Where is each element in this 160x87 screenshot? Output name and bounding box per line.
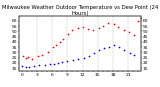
Point [98,50,100,51]
Point [133,54,136,55]
Point [108,46,110,48]
Point [28,66,31,68]
Point [72,59,75,60]
Point [107,22,110,24]
Point [83,57,85,58]
Point [48,63,51,65]
Point [86,29,89,30]
Point [117,46,120,48]
Point [61,61,64,63]
Point [137,20,140,22]
Point [47,52,49,53]
Point [51,46,54,48]
Point [92,53,95,54]
Point [77,28,80,29]
Point [92,30,94,31]
Point [102,25,104,27]
Point [25,66,28,68]
Point [27,56,30,57]
Point [71,30,74,31]
Point [37,55,39,56]
Point [33,65,36,67]
Point [67,33,69,34]
Point [87,55,90,56]
Point [66,60,69,62]
Point [77,58,79,59]
Point [24,57,27,58]
Point [97,28,100,29]
Point [122,30,125,31]
Point [31,58,34,59]
Point [128,32,130,33]
Point [82,27,84,28]
Point [43,64,46,66]
Point [113,44,116,46]
Point [103,48,105,49]
Point [56,62,59,64]
Point [128,53,131,54]
Point [140,17,142,18]
Point [132,34,135,35]
Point [52,63,55,65]
Point [62,38,64,39]
Title: Milwaukee Weather Outdoor Temperature vs Dew Point (24 Hours): Milwaukee Weather Outdoor Temperature vs… [2,5,158,16]
Point [38,64,41,66]
Point [55,44,57,46]
Point [58,41,61,43]
Point [123,50,125,51]
Point [117,27,119,28]
Point [21,65,24,67]
Point [41,54,43,55]
Point [113,23,115,25]
Point [21,55,24,56]
